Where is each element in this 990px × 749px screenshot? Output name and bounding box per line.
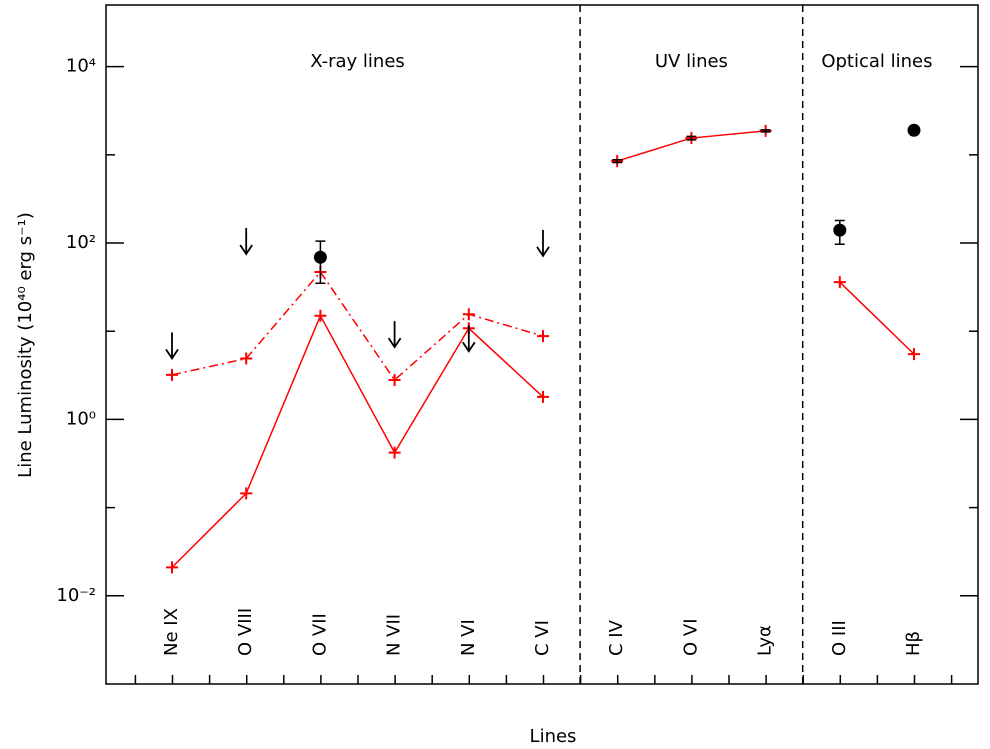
x-tick-label: N VII — [384, 614, 405, 656]
x-tick-label: O VIII — [235, 608, 256, 656]
group-title: Optical lines — [821, 51, 932, 72]
marker-plus — [240, 352, 253, 365]
marker-plus — [833, 276, 846, 289]
x-tick-label: C IV — [606, 619, 627, 656]
marker-plus — [314, 309, 327, 322]
x-tick-label: Ne IX — [161, 608, 182, 656]
marker-plus — [462, 308, 475, 321]
marker-plus — [908, 348, 920, 361]
marker-plus — [240, 487, 253, 500]
marker-plus — [166, 368, 178, 381]
marker-plus — [388, 373, 401, 386]
error-bar — [760, 129, 771, 133]
y-tick-label: 10² — [66, 232, 96, 253]
marker-plus — [166, 561, 178, 574]
observed-point — [833, 223, 847, 237]
x-tick-label: O VI — [680, 618, 701, 656]
group-title: UV lines — [655, 51, 728, 72]
observed-point — [907, 123, 921, 137]
x-tick-label: Hβ — [903, 631, 924, 656]
upper-limit-arrow — [536, 229, 550, 258]
model-line — [171, 313, 544, 568]
error-bar — [686, 135, 697, 141]
x-tick-label: N VI — [458, 619, 479, 656]
model-line — [171, 270, 544, 382]
y-tick-label: 10⁰ — [66, 408, 96, 429]
x-tick-label: O III — [829, 620, 850, 656]
y-axis-label: Line Luminosity (10⁴⁰ erg s⁻¹) — [15, 212, 36, 478]
y-tick-label: 10⁻² — [56, 585, 96, 606]
x-tick-label: C VI — [532, 620, 553, 656]
group-title: X-ray lines — [310, 51, 405, 72]
observed-point — [313, 250, 327, 264]
marker-plus — [537, 330, 549, 343]
marker-plus — [388, 446, 401, 459]
y-tick-label: 10⁴ — [66, 56, 96, 77]
x-axis-label: Lines — [530, 726, 577, 747]
marker-plus — [537, 390, 549, 403]
upper-limit-arrow — [387, 321, 402, 349]
upper-limit-arrow — [165, 332, 179, 361]
error-bar — [612, 158, 623, 164]
upper-limit-arrow — [239, 228, 253, 256]
plot-frame — [105, 4, 979, 685]
model-line — [839, 281, 915, 355]
upper-limit-arrow — [462, 325, 476, 353]
x-tick-label: Lyα — [755, 625, 776, 656]
x-tick-label: O VII — [309, 613, 330, 656]
